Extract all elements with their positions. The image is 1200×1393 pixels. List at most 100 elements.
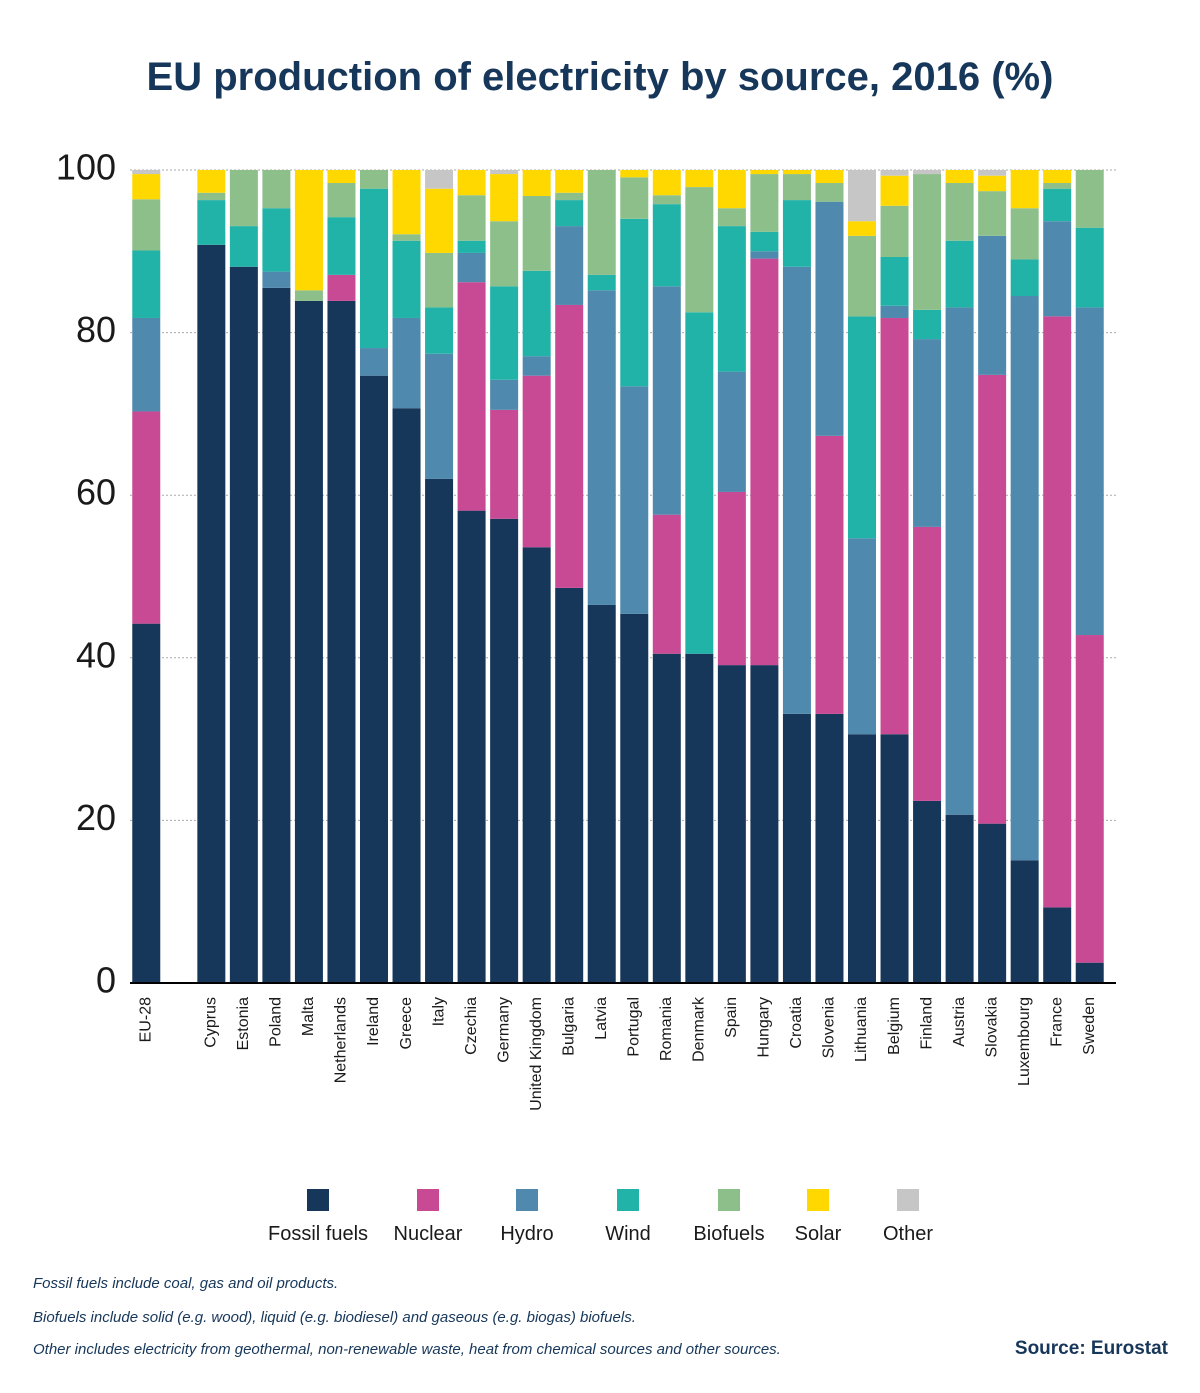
bar-segment bbox=[945, 170, 974, 184]
bar-segment bbox=[815, 183, 844, 202]
footnote: Biofuels include solid (e.g. wood), liqu… bbox=[33, 1309, 636, 1326]
bar-segment bbox=[717, 170, 746, 209]
y-tick-label: 40 bbox=[76, 634, 116, 675]
bar-segment bbox=[1043, 316, 1072, 908]
bar-segment bbox=[490, 518, 519, 983]
bar-segment bbox=[620, 170, 649, 178]
legend-swatch bbox=[417, 1189, 439, 1211]
legend-label: Fossil fuels bbox=[268, 1223, 368, 1245]
bar-segment bbox=[555, 587, 584, 983]
bar-segment bbox=[197, 170, 226, 193]
bar-segment bbox=[945, 183, 974, 241]
bar-segment bbox=[978, 823, 1007, 983]
bar-segment bbox=[197, 244, 226, 983]
bar-segment bbox=[197, 200, 226, 245]
bar-segment bbox=[555, 226, 584, 305]
bar-segment bbox=[522, 170, 551, 197]
bar-segment bbox=[652, 170, 681, 196]
bar-segment bbox=[750, 170, 779, 175]
y-tick-label: 100 bbox=[56, 147, 116, 188]
bar-segment bbox=[522, 356, 551, 376]
bar-segment bbox=[880, 205, 909, 257]
bar-segment bbox=[1043, 183, 1072, 189]
bar-segment bbox=[782, 174, 811, 201]
bar-segment bbox=[913, 339, 942, 527]
bar-segment bbox=[750, 174, 779, 232]
bar-segment bbox=[815, 170, 844, 184]
bar-segment bbox=[262, 170, 291, 209]
bar-segment bbox=[848, 235, 876, 317]
bar-segment bbox=[880, 256, 909, 306]
bar-segment bbox=[652, 653, 681, 983]
bar-segment bbox=[132, 317, 161, 412]
bar-segment bbox=[717, 665, 746, 983]
bar-segment bbox=[490, 221, 519, 287]
bar-segment bbox=[1075, 170, 1104, 228]
bar-segment bbox=[750, 258, 779, 666]
bar-segment bbox=[262, 271, 291, 288]
bar-segment bbox=[782, 200, 811, 267]
x-tick-label: United Kingdom bbox=[528, 997, 545, 1111]
bar-segment bbox=[685, 312, 714, 654]
bar-segment bbox=[360, 188, 388, 349]
x-tick-label: Bulgaria bbox=[560, 997, 577, 1056]
bar-segment bbox=[880, 175, 909, 206]
bar-segment bbox=[945, 814, 974, 983]
x-tick-label: Austria bbox=[951, 997, 968, 1047]
bar-segment bbox=[555, 304, 584, 588]
bar-segment bbox=[913, 309, 942, 340]
bar-segment bbox=[913, 800, 942, 983]
bar-segment bbox=[457, 170, 486, 196]
bar-segment bbox=[750, 231, 779, 252]
legend-label: Wind bbox=[605, 1223, 651, 1245]
bar-segment bbox=[294, 170, 323, 291]
bar-segment bbox=[229, 170, 258, 227]
legend-label: Nuclear bbox=[394, 1223, 463, 1245]
bar-segment bbox=[978, 191, 1007, 236]
bar-segment bbox=[750, 251, 779, 259]
bar-segment bbox=[685, 653, 714, 983]
bar-segment bbox=[978, 374, 1007, 824]
x-tick-label: Denmark bbox=[691, 996, 708, 1062]
bar-segment bbox=[620, 613, 649, 983]
bar-segment bbox=[587, 274, 616, 291]
bar-segment bbox=[1043, 221, 1072, 317]
bar-segment bbox=[782, 713, 811, 983]
bar-segment bbox=[913, 170, 942, 175]
bar-segment bbox=[1010, 170, 1039, 209]
bar-segment bbox=[782, 266, 811, 714]
x-tick-label: Cyprus bbox=[203, 997, 220, 1048]
bar-segment bbox=[652, 286, 681, 515]
bar-segment bbox=[652, 195, 681, 205]
bar-segment bbox=[913, 526, 942, 801]
legend-swatch bbox=[807, 1189, 829, 1211]
bar-segment bbox=[262, 208, 291, 272]
bar-segment bbox=[978, 235, 1007, 375]
bar-segment bbox=[327, 183, 356, 218]
bar-segment bbox=[360, 348, 388, 376]
bar-segment bbox=[327, 274, 356, 301]
bar-segment bbox=[457, 510, 486, 983]
bar-segment bbox=[1010, 208, 1039, 260]
bar-segment bbox=[490, 174, 519, 222]
bar-segment bbox=[392, 317, 421, 409]
bar-segment bbox=[620, 177, 649, 219]
bar-segment bbox=[1075, 962, 1104, 983]
x-tick-label: France bbox=[1048, 997, 1065, 1047]
bar-segment bbox=[685, 187, 714, 313]
footnote: Other includes electricity from geotherm… bbox=[33, 1341, 781, 1358]
x-tick-label: Luxembourg bbox=[1016, 997, 1033, 1086]
legend-swatch bbox=[516, 1189, 538, 1211]
y-tick-label: 60 bbox=[76, 472, 116, 513]
x-tick-label: Lithuania bbox=[853, 997, 870, 1062]
bar-segment bbox=[913, 174, 942, 310]
x-tick-label: Estonia bbox=[235, 997, 252, 1050]
bar-segment bbox=[848, 538, 876, 735]
bar-segment bbox=[587, 290, 616, 605]
bar-segment bbox=[392, 240, 421, 318]
x-tick-label: Czechia bbox=[463, 997, 480, 1055]
bar-segment bbox=[880, 305, 909, 318]
x-tick-label: Romania bbox=[658, 997, 675, 1061]
bar-segment bbox=[327, 300, 356, 983]
